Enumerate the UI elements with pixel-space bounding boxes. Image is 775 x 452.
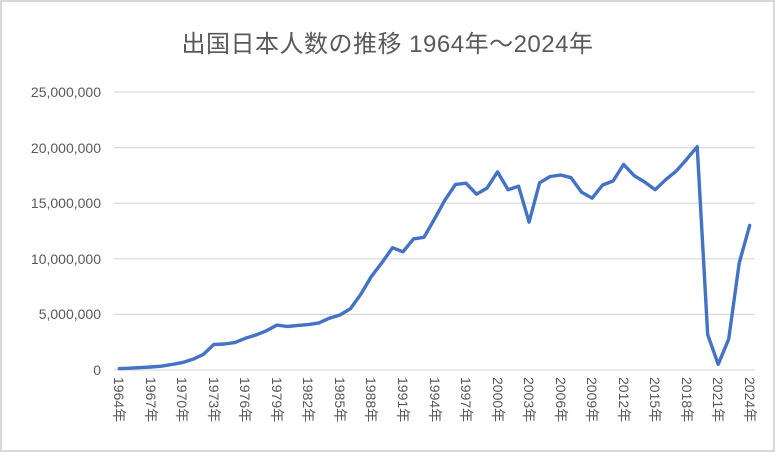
x-axis-tick-label: 2000年 (489, 377, 506, 423)
x-axis-tick-label: 1964年 (111, 377, 128, 423)
x-axis-tick-label: 1991年 (394, 377, 411, 423)
y-axis-tick-label: 5,000,000 (38, 306, 101, 323)
chart-title: 出国日本人数の推移 1964年～2024年 (181, 31, 594, 58)
y-axis-tick-label: 10,000,000 (30, 250, 101, 267)
x-axis-tick-label: 1997年 (458, 377, 475, 423)
data-line-series (117, 144, 752, 371)
x-axis-tick-label: 2012年 (615, 377, 632, 423)
x-axis-tick-label: 1970年 (174, 377, 191, 423)
x-axis-tick-label: 2006年 (552, 377, 569, 423)
x-axis-tick-label: 2003年 (521, 377, 538, 423)
x-axis-tick-label: 1979年 (268, 377, 285, 423)
y-axis-tick-label: 15,000,000 (30, 195, 101, 212)
x-axis-tick-label: 1982年 (300, 377, 317, 423)
x-axis-tick-label: 2024年 (741, 377, 758, 423)
y-axis-tick-label: 0 (93, 362, 101, 378)
x-axis-tick-label: 2018年 (678, 377, 695, 423)
x-axis-tick-label: 2021年 (710, 377, 727, 423)
x-axis-tick-label: 2009年 (584, 377, 601, 423)
x-axis-tick-label: 1988年 (363, 377, 380, 423)
x-axis-tick-label: 1994年 (426, 377, 443, 423)
x-axis-tick-label: 1973年 (205, 377, 222, 423)
x-axis-tick-label: 1967年 (142, 377, 159, 423)
x-axis-tick-label: 2015年 (647, 377, 664, 423)
y-axis-tick-label: 20,000,000 (30, 139, 101, 156)
x-axis-tick-label: 1985年 (331, 377, 348, 423)
y-axis-tick-label: 25,000,000 (30, 84, 101, 100)
x-axis-tick-label: 1976年 (237, 377, 254, 423)
